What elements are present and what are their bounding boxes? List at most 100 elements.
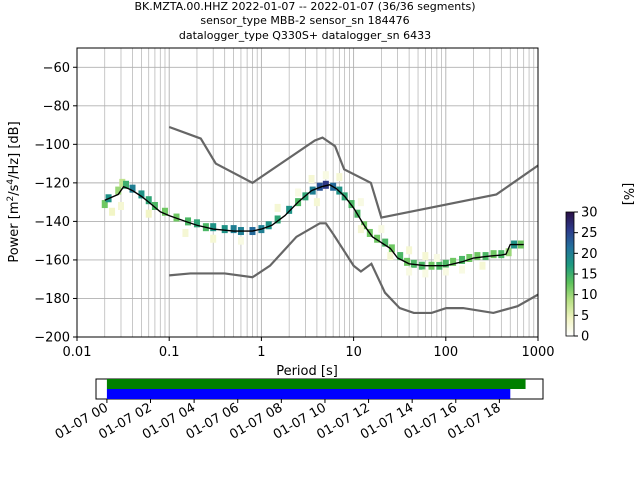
mode-curve xyxy=(104,184,524,267)
psd-heat-cell xyxy=(210,223,217,232)
colorbar-tick-label: 25 xyxy=(581,226,598,241)
psd-heat-cell xyxy=(123,180,130,189)
psd-heat-cell xyxy=(237,236,244,245)
psd-heat-cell xyxy=(193,219,200,228)
psd-heat-cell xyxy=(498,250,505,259)
psd-heat-cell xyxy=(295,188,302,197)
y-tick-label: −160 xyxy=(34,253,70,268)
plot-frame xyxy=(76,47,539,338)
psd-heat-cell xyxy=(459,265,466,274)
y-tick-label: −180 xyxy=(34,292,70,307)
psd-heat-cell xyxy=(422,252,429,261)
psd-heat-cell xyxy=(109,207,116,216)
y-tick-label: −100 xyxy=(34,138,70,153)
psd-heat-cell xyxy=(129,184,136,193)
x-tick-label: 100 xyxy=(433,345,458,360)
psd-heat-cell xyxy=(101,200,108,209)
psd-heat-cell xyxy=(151,201,158,210)
mode-line xyxy=(104,184,524,267)
psd-heat-cell xyxy=(265,221,272,230)
psd-heat-cell xyxy=(422,269,429,278)
psd-heat-cell xyxy=(404,257,411,266)
psd-heat-cell xyxy=(145,209,152,218)
psd-heat-cell xyxy=(442,267,449,276)
y-tick-label: −120 xyxy=(34,176,70,191)
y-axis-label: Power [m2/s4/Hz] [dB] xyxy=(6,121,22,262)
x-axis-ticks: 0.01 0.1 1 10 100 1000 xyxy=(63,337,555,360)
y-axis-ticks: −200 −180 −160 −140 −120 −100 −80 −60 xyxy=(34,61,77,346)
y-label-exponent-1: 2 xyxy=(6,196,16,202)
psd-heat-cell xyxy=(313,198,320,207)
y-label-part-2: /s xyxy=(7,184,22,195)
title-line-3: datalogger_type Q330S+ datalogger_sn 643… xyxy=(179,29,431,42)
y-tick-label: −140 xyxy=(34,215,70,230)
colorbar-tick-label: 20 xyxy=(581,247,598,262)
psd-heat-cell xyxy=(336,173,343,182)
psd-heat-cell xyxy=(322,171,329,180)
psd-heat-cell xyxy=(357,198,364,207)
colorbar-label: [%] xyxy=(620,183,635,206)
psd-heat-cell xyxy=(117,201,124,210)
y-tick-label: −200 xyxy=(34,331,70,346)
psd-heat-cell xyxy=(433,254,440,263)
colorbar-tick-label: 15 xyxy=(581,268,598,283)
psd-heat-cell xyxy=(387,252,394,261)
x-tick-label: 0.1 xyxy=(159,345,180,360)
x-tick-label: 1 xyxy=(257,345,265,360)
availability-bar-data xyxy=(106,379,526,389)
psd-heat-cell xyxy=(221,225,228,234)
noise-models xyxy=(168,125,539,315)
colorbar-tick-label: 30 xyxy=(581,206,598,221)
colorbar xyxy=(565,211,575,337)
psd-heat-cell xyxy=(322,180,329,189)
psd-heat-cell xyxy=(274,203,281,212)
psd-heat-cell xyxy=(442,259,449,268)
x-tick-label: 0.01 xyxy=(63,345,92,360)
title-line-2: sensor_type MBB-2 sensor_sn 184476 xyxy=(200,14,409,27)
x-axis-label: Period [s] xyxy=(276,364,338,379)
colorbar-tick-label: 0 xyxy=(581,330,589,345)
availability-bars xyxy=(106,379,526,399)
psd-heat-cell xyxy=(505,248,512,257)
y-tick-label: −60 xyxy=(43,61,70,76)
psd-heat-cell xyxy=(490,250,497,259)
psd-heat-cell xyxy=(382,238,389,247)
availability-bar-psd xyxy=(106,389,511,399)
psd-heat-cell xyxy=(182,228,189,237)
noise-model-nlnm xyxy=(169,222,539,315)
psd-heat-cell xyxy=(459,255,466,264)
psd-heat-cell xyxy=(378,225,385,234)
psd-heat-cell xyxy=(210,234,217,243)
psd-heat-cell xyxy=(357,225,364,234)
psd-heat-cell xyxy=(308,175,315,184)
psd-heat-cell xyxy=(138,190,145,199)
psd-heat-cell xyxy=(161,207,168,216)
psd-heat-cell xyxy=(286,205,293,214)
y-label-part-3: /Hz] [dB] xyxy=(7,121,22,179)
y-tick-label: −80 xyxy=(43,99,70,114)
psd-heat-cell xyxy=(450,257,457,266)
title-line-1: BK.MZTA.00.HHZ 2022-01-07 -- 2022-01-07 … xyxy=(134,0,475,13)
psd-heat-cell xyxy=(145,196,152,205)
psd-heat-cell xyxy=(466,254,473,263)
psd-heat-cell xyxy=(374,234,381,243)
psd-heat-cell xyxy=(397,252,404,261)
psd-heat-cell xyxy=(185,217,192,226)
grid xyxy=(76,48,538,338)
y-label-exponent-2: 4 xyxy=(6,179,16,185)
psd-heat-cell xyxy=(230,225,237,234)
psd-heat-cell xyxy=(115,186,122,195)
psd-heat-cell xyxy=(119,178,126,187)
psd-heat-cell xyxy=(479,261,486,270)
psd-heat-cell xyxy=(406,267,413,276)
colorbar-tick-label: 10 xyxy=(581,288,598,303)
colorbar-tick-label: 5 xyxy=(581,309,589,324)
x-tick-label: 10 xyxy=(345,345,362,360)
noise-model-nhnm xyxy=(168,125,539,219)
psd-heat-cell xyxy=(474,252,481,261)
colorbar-ticks: 0 5 10 15 20 25 30 xyxy=(574,206,598,345)
x-tick-label: 1000 xyxy=(521,345,554,360)
psd-heat-cell xyxy=(406,246,413,255)
